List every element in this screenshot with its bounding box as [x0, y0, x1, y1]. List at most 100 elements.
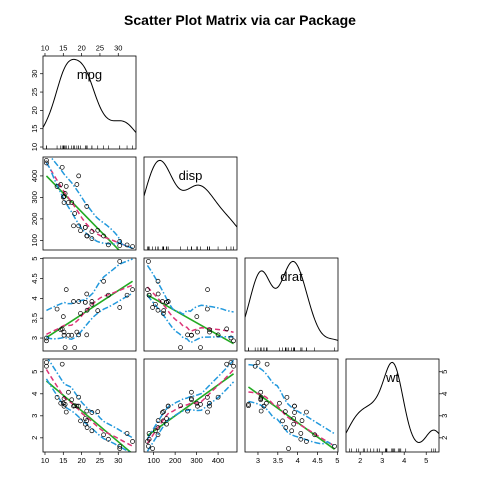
data-point	[54, 394, 60, 400]
data-point	[66, 332, 71, 338]
panel-frame	[143, 358, 238, 453]
data-point	[291, 416, 297, 421]
y-tick-label: 5	[30, 257, 39, 261]
data-point	[194, 400, 200, 406]
data-point	[76, 223, 82, 229]
x-tick-label: 5	[424, 456, 428, 465]
data-point	[291, 421, 297, 427]
chart-title: Scatter Plot Matrix via car Package	[124, 12, 356, 28]
panel-content	[245, 260, 338, 351]
data-point	[101, 278, 106, 284]
data-point	[89, 229, 95, 234]
data-point	[195, 403, 200, 409]
data-point	[185, 408, 190, 414]
y-tick-label: 25	[30, 88, 39, 96]
spread-lower-line	[45, 162, 133, 250]
data-point	[106, 242, 111, 248]
x-tick-label: 300	[190, 456, 203, 465]
data-point	[207, 327, 212, 333]
data-point	[155, 278, 161, 284]
data-point	[231, 363, 236, 369]
data-point	[130, 287, 135, 292]
data-point	[332, 443, 337, 449]
y-tick-label: 20	[30, 106, 39, 114]
data-point	[255, 360, 261, 365]
data-point	[76, 299, 82, 304]
spread-upper-line	[49, 157, 133, 250]
data-point	[146, 292, 152, 298]
data-point	[69, 200, 75, 205]
data-point	[205, 394, 210, 400]
data-point	[263, 400, 269, 406]
data-point	[69, 397, 75, 403]
variable-label-mpg: mpg	[77, 67, 102, 82]
x-tick-label: 4	[402, 456, 406, 465]
data-point	[117, 239, 123, 244]
data-point	[312, 432, 318, 438]
data-point	[277, 400, 282, 406]
density-curve	[245, 260, 338, 341]
data-point	[215, 394, 221, 400]
spread-upper-line	[248, 363, 335, 435]
data-point	[280, 418, 285, 424]
data-point	[130, 244, 135, 249]
x-tick-label: 5	[335, 456, 339, 465]
data-point	[89, 299, 95, 304]
panel-disp-vs-mpg: 100 200 300 400	[30, 156, 137, 251]
data-point	[228, 360, 234, 365]
data-point	[71, 223, 76, 229]
panel-frame	[345, 358, 440, 453]
x-tick-label: 30	[114, 44, 122, 53]
data-point	[155, 291, 161, 297]
panel-content	[44, 157, 135, 250]
data-point	[299, 418, 305, 424]
data-point	[124, 292, 130, 298]
data-point	[84, 291, 90, 297]
data-point	[66, 200, 71, 205]
data-point	[160, 299, 165, 304]
data-point	[117, 446, 123, 451]
data-point	[286, 446, 291, 451]
variable-label-drat: drat	[280, 269, 303, 284]
data-point	[84, 408, 90, 414]
data-point	[58, 400, 64, 406]
x-tick-label: 200	[169, 456, 182, 465]
data-point	[63, 409, 69, 415]
data-point	[124, 242, 130, 248]
y-tick-label: 200	[30, 213, 39, 226]
data-point	[205, 306, 210, 312]
density-curve	[346, 361, 439, 443]
data-point	[153, 301, 158, 307]
data-point	[284, 394, 290, 400]
data-point	[130, 439, 135, 444]
data-point	[82, 225, 88, 230]
data-point	[195, 329, 200, 335]
data-point	[61, 200, 67, 205]
linear-fit-line	[46, 280, 133, 339]
panel-frame	[42, 358, 137, 453]
data-point	[89, 410, 95, 415]
data-point	[63, 184, 69, 189]
data-point	[246, 403, 251, 409]
panel-drat-vs-mpg: 3 3.5 4 4.5 5	[30, 257, 137, 352]
x-tick-label: 25	[96, 456, 104, 465]
data-point	[150, 305, 155, 310]
panel-content	[145, 359, 236, 452]
data-point	[101, 432, 106, 438]
data-point	[59, 164, 65, 170]
data-point	[78, 228, 83, 234]
data-point	[76, 173, 82, 179]
data-point	[292, 403, 297, 409]
x-tick-label: 15	[59, 44, 67, 53]
data-point	[95, 227, 101, 233]
panel-drat-vs-disp	[143, 257, 238, 352]
x-tick-label: 2	[358, 456, 362, 465]
data-point	[189, 332, 194, 338]
data-point	[74, 182, 80, 187]
data-point	[228, 335, 234, 341]
y-tick-label: 5	[440, 370, 449, 374]
data-point	[61, 396, 67, 401]
y-tick-label: 3	[30, 336, 39, 340]
data-point	[207, 400, 212, 406]
data-point	[194, 314, 200, 319]
